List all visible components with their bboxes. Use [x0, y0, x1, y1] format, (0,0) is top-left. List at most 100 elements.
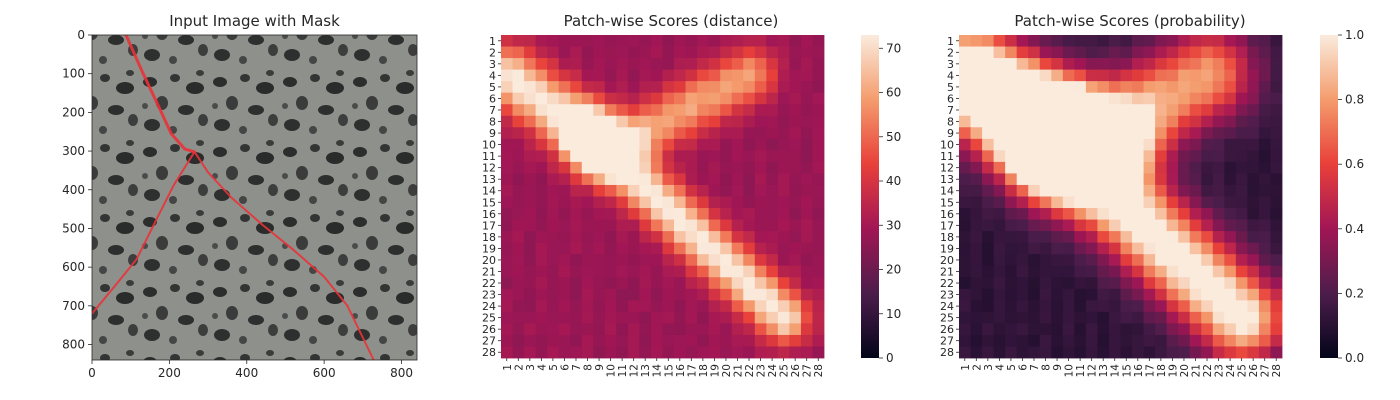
heatmap-cell — [535, 288, 548, 301]
heatmap-cell — [1062, 208, 1075, 220]
heatmap-cell — [662, 254, 675, 267]
heatmap-cell — [593, 311, 606, 324]
heatmap-cell — [1155, 196, 1168, 209]
heatmap-cell — [1201, 92, 1214, 105]
heatmap-cell — [512, 58, 525, 71]
heatmap-cell — [731, 35, 744, 47]
heatmap-cell — [558, 254, 571, 267]
heatmap-cell — [593, 138, 606, 151]
x-tick-label: 18 — [1156, 364, 1168, 377]
heatmap-cell — [731, 265, 744, 278]
heatmap-cell — [789, 242, 802, 255]
heatmap-cell — [754, 161, 767, 174]
heatmap-cell — [800, 346, 813, 359]
heatmap-cell — [970, 265, 983, 278]
heatmap-cell — [720, 104, 733, 117]
heatmap-cell — [581, 35, 594, 47]
y-tick-label: 18 — [482, 231, 496, 244]
y-tick-label: 3 — [489, 58, 496, 71]
y-tick-label: 6 — [947, 92, 954, 105]
heatmap-cell — [697, 173, 710, 186]
heatmap-cell — [1120, 288, 1133, 301]
heatmap-cell — [1235, 242, 1248, 255]
heatmap-cell — [1028, 265, 1041, 278]
heatmap-cell — [993, 104, 1006, 117]
heatmap-cell — [766, 334, 779, 347]
heatmap-cell — [1051, 46, 1064, 59]
heatmap-cell — [697, 323, 710, 336]
heatmap-cell — [581, 219, 594, 232]
heatmap-cell — [1155, 161, 1168, 174]
heatmap-cell — [1178, 277, 1191, 290]
heatmap-cell — [547, 138, 560, 151]
heatmap-cell — [501, 92, 513, 105]
heatmap-cell — [570, 219, 583, 232]
heatmap-cell — [1201, 104, 1214, 117]
heatmap-cell — [581, 69, 594, 82]
heatmap-cell — [1132, 184, 1144, 197]
heatmap-cell — [1155, 138, 1168, 151]
y-tick-label: 15 — [940, 196, 954, 209]
heatmap-cell — [789, 311, 802, 324]
heatmap-cell — [1201, 69, 1214, 82]
heatmap-cell — [1132, 81, 1144, 94]
heatmap-cell — [650, 69, 663, 82]
heatmap-cell — [800, 127, 813, 140]
y-tick-label: 5 — [489, 81, 496, 94]
heatmap-cell — [616, 69, 629, 82]
heatmap-cell — [1062, 69, 1075, 82]
heatmap-cell — [616, 277, 629, 290]
heatmap-cell — [1270, 254, 1283, 267]
heatmap-cell — [1062, 161, 1075, 174]
heatmap-cell — [1120, 254, 1133, 267]
y-tick-label: 300 — [62, 144, 85, 158]
heatmap-cell — [970, 254, 983, 267]
heatmap-cell — [1039, 300, 1052, 313]
heatmap-cell — [982, 92, 995, 105]
heatmap-cell — [1039, 35, 1052, 47]
heatmap-cell — [1074, 184, 1087, 197]
heatmap-cell — [535, 150, 548, 163]
heatmap-cell — [650, 58, 663, 71]
heatmap-cell — [1120, 334, 1133, 347]
heatmap-cell — [1120, 127, 1133, 140]
heatmap-cell — [1120, 265, 1133, 278]
heatmap-cell — [754, 231, 767, 244]
heatmap-cell — [1005, 46, 1018, 59]
heatmap-cell — [812, 115, 825, 128]
heatmap-cell — [1258, 81, 1271, 94]
heatmap-cell — [1097, 242, 1110, 255]
heatmap-cell — [708, 173, 721, 186]
heatmap-cell — [812, 265, 825, 278]
distance-heatmap-cells — [501, 35, 825, 359]
heatmap-cell — [604, 92, 617, 105]
x-tick-label: 800 — [390, 366, 413, 380]
heatmap-cell — [501, 208, 513, 220]
heatmap-cell — [627, 242, 640, 255]
heatmap-cell — [959, 92, 971, 105]
heatmap-cell — [639, 46, 652, 59]
heatmap-cell — [616, 150, 629, 163]
heatmap-cell — [547, 104, 560, 117]
heatmap-cell — [639, 242, 652, 255]
heatmap-cell — [1247, 346, 1260, 359]
heatmap-cell — [697, 196, 710, 209]
heatmap-cell — [558, 161, 571, 174]
colorbar-tick-label: 1.0 — [1345, 28, 1364, 42]
heatmap-cell — [512, 46, 525, 59]
heatmap-cell — [639, 254, 652, 267]
y-tick-label: 2 — [489, 46, 496, 59]
heatmap-cell — [1212, 254, 1225, 267]
heatmap-cell — [800, 288, 813, 301]
heatmap-cell — [1062, 219, 1075, 232]
heatmap-cell — [524, 311, 537, 324]
heatmap-cell — [593, 208, 606, 220]
heatmap-cell — [1178, 334, 1191, 347]
y-tick-label: 12 — [940, 162, 954, 175]
heatmap-cell — [1155, 115, 1168, 128]
heatmap-cell — [1074, 334, 1087, 347]
heatmap-cell — [674, 69, 686, 82]
heatmap-cell — [1235, 346, 1248, 359]
heatmap-cell — [524, 35, 537, 47]
heatmap-cell — [650, 242, 663, 255]
